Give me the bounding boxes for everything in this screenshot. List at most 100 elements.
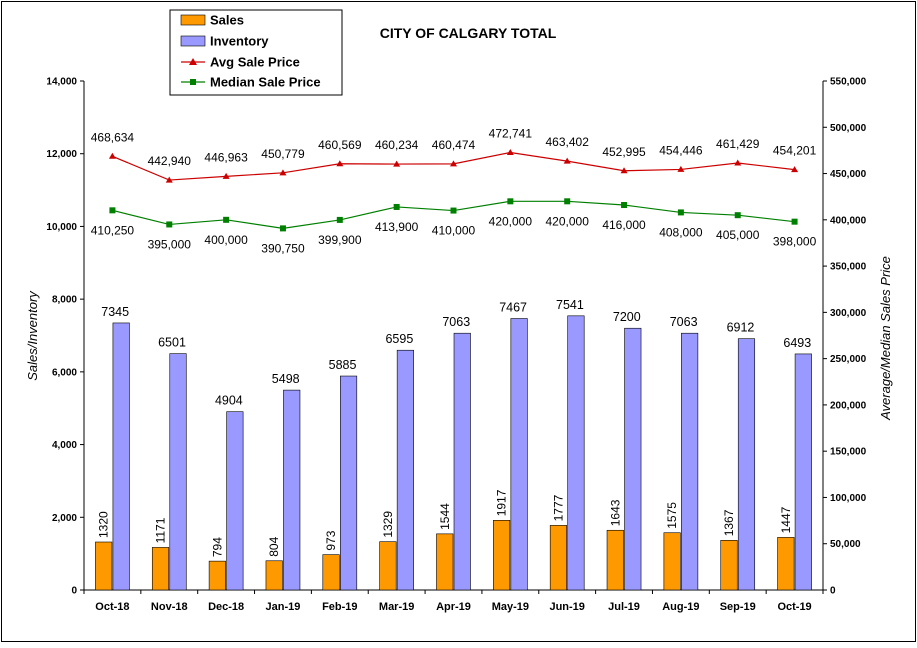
axes: 0 2,000 4,000 6,000 8,000 10,000 12,000 14,000 0… [46,77,866,614]
median-price-data-label: 420,000 [489,214,533,228]
median-price-data-label: 398,000 [773,235,817,249]
legend: Sales Inventory Avg Sale Price Median Sale … [169,9,343,96]
avg-price-point [336,160,344,167]
median-price-data-label: 416,000 [602,218,646,232]
y-tick-label: 0 [71,586,77,597]
inventory-data-label: 7541 [556,298,584,312]
sales-bar [606,529,624,591]
median-price-point [621,202,628,209]
x-tick-label: Mar-19 [379,601,414,613]
avg-price-data-label: 472,741 [489,126,533,140]
median-price-data-label: 400,000 [204,233,248,247]
avg-price-data-label: 452,995 [602,145,646,159]
median-price-data-label: 399,900 [318,233,362,247]
y-tick-label: 4,000 [52,440,77,451]
sales-data-label: 804 [267,536,281,556]
inventory-data-label: 6501 [158,336,186,350]
legend-label: Inventory [210,34,269,49]
median-price-data-label: 405,000 [716,228,760,242]
sales-data-label: 1320 [97,511,111,538]
median-price-point [507,198,514,205]
avg-price-data-label: 450,779 [261,147,305,161]
y2-tick-label: 100,000 [830,493,867,504]
x-tick-label: Nov-18 [151,601,188,613]
y2-tick-label: 0 [830,586,836,597]
y2-tick-label: 400,000 [830,215,867,226]
y2-tick-label: 300,000 [830,308,867,319]
avg-price-point [506,148,514,155]
sales-data-label: 1643 [608,499,622,526]
median-price-data-label: 410,000 [432,224,476,238]
avg-price-point [563,157,571,164]
x-tick-label: Jul-19 [608,601,640,613]
median-price-point [336,216,343,223]
inventory-bar [624,327,642,591]
median-price-data-label: 420,000 [545,214,589,228]
inventory-data-label: 6493 [783,336,811,350]
y2-tick-label: 250,000 [830,354,867,365]
y2-tick-label: 150,000 [830,447,867,458]
avg-price-data-label: 454,201 [773,144,817,158]
bars-group [95,315,812,591]
median-price-point [166,221,173,228]
sales-bar [379,541,397,591]
x-tick-label: May-19 [492,601,529,613]
avg-price-data-label: 463,402 [545,135,589,149]
median-price-data-label: 408,000 [659,225,703,239]
inventory-bar [794,353,812,591]
y2-tick-label: 50,000 [830,539,861,550]
median-price-point [109,207,116,214]
avg-price-point [450,160,457,167]
avg-price-data-label: 460,234 [375,138,419,152]
sales-data-label: 794 [210,537,224,557]
inventory-bar [283,389,301,591]
inventory-data-label: 4904 [215,394,243,408]
sales-data-label: 973 [324,530,338,550]
sales-data-label: 1544 [438,503,452,530]
avg-price-point [279,169,287,176]
sales-bar [95,541,113,591]
sales-bar [720,539,738,591]
avg-price-point [791,166,799,173]
median-price-data-label: 390,750 [261,241,305,255]
x-tick-label: Jun-19 [549,601,584,613]
x-tick-label: Dec-18 [208,601,244,613]
inventory-bar [737,338,756,591]
inventory-bar [396,349,414,591]
inventory-bar [340,375,358,591]
avg-price-data-label: 460,569 [318,138,362,152]
median-price-point [393,203,400,210]
legend-label: Sales [210,13,244,28]
median-price-data-label: 413,900 [375,220,419,234]
inventory-bar [112,322,130,591]
sales-bar [436,533,454,591]
x-tick-label: Apr-19 [436,601,471,613]
median-price-point [279,225,286,232]
avg-price-point [165,176,173,183]
avg-price-point [620,167,628,174]
inventory-data-label: 7200 [613,310,641,324]
sales-bar [151,547,170,591]
inventory-data-label: 7467 [499,301,527,315]
x-tick-label: Feb-19 [322,601,357,613]
y2-tick-label: 200,000 [830,400,867,411]
legend-swatch-inventory [180,35,206,47]
y2-axis-title: Average/Median Sales Price [878,256,893,421]
y2-tick-label: 550,000 [830,77,867,88]
y-tick-label: 14,000 [46,77,77,88]
legend-label: Median Sale Price [210,75,321,90]
sales-bar [549,525,567,591]
sales-bar [493,520,511,591]
sales-data-label: 1367 [722,509,736,536]
y-tick-label: 12,000 [46,149,77,160]
avg-price-data-label: 461,429 [716,137,760,151]
avg-price-point [108,152,116,159]
inventory-bar [567,315,585,591]
avg-price-data-label: 454,446 [659,143,703,157]
inventory-bar [681,332,699,591]
inventory-data-label: 6595 [385,332,413,346]
inventory-bar [169,353,187,591]
chart-title: CITY OF CALGARY TOTAL [380,25,557,41]
